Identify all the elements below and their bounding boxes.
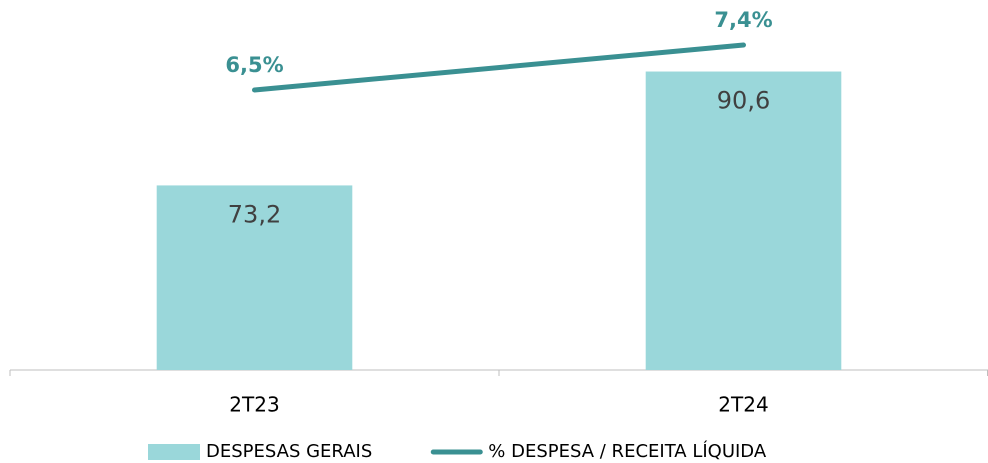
data-label: 7,4% [714, 8, 772, 32]
data-label: 73,2 [228, 200, 281, 228]
line [252, 42, 746, 93]
x-tick-label: 2T24 [718, 393, 768, 417]
bar [645, 71, 842, 370]
data-label: 90,6 [717, 87, 770, 115]
legend-label: DESPESAS GERAIS [206, 441, 372, 462]
x-tick-label: 2T23 [229, 393, 279, 417]
legend-swatch [148, 444, 200, 460]
data-label: 6,5% [225, 53, 283, 77]
legend-label: % DESPESA / RECEITA LÍQUIDA [488, 440, 767, 462]
bar [156, 185, 353, 370]
